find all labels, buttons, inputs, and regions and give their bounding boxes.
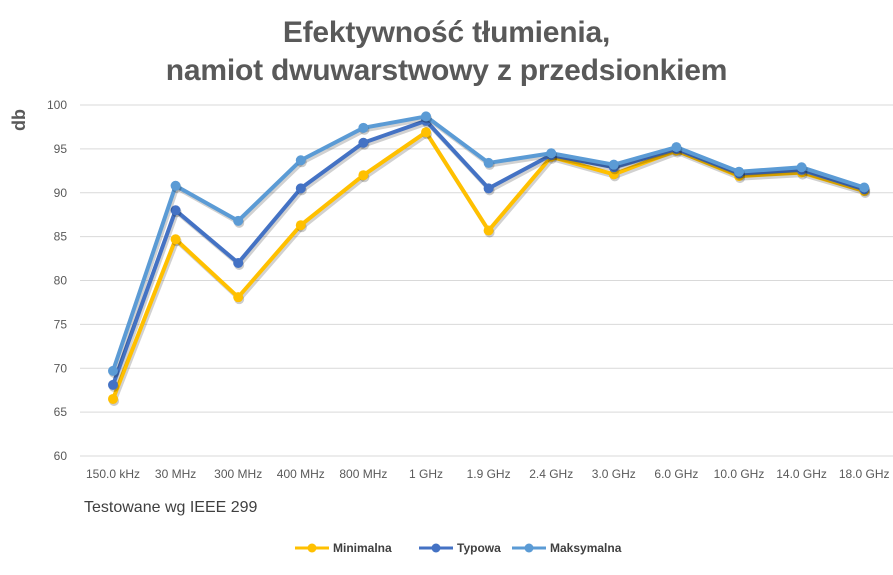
legend-label: Maksymalna xyxy=(550,541,622,555)
y-tick-label: 65 xyxy=(54,405,68,419)
data-point xyxy=(421,127,431,138)
data-point xyxy=(421,111,431,122)
test-standard-note: Testowane wg IEEE 299 xyxy=(84,499,258,516)
legend-marker xyxy=(524,543,534,553)
legend-label: Typowa xyxy=(457,541,501,555)
data-point xyxy=(108,379,118,390)
x-tick-label: 1 GHz xyxy=(409,467,443,481)
data-point xyxy=(358,137,369,148)
x-tick-label: 1.9 GHz xyxy=(467,467,511,481)
data-point xyxy=(233,292,244,303)
data-point xyxy=(358,122,369,133)
legend-marker xyxy=(431,543,441,553)
data-point xyxy=(483,157,494,168)
x-tick-label: 6.0 GHz xyxy=(654,467,698,481)
x-tick-label: 2.4 GHz xyxy=(529,467,573,481)
legend-marker xyxy=(307,543,317,553)
x-tick-label: 3.0 GHz xyxy=(592,467,636,481)
chart-title-line-1: Efektywność tłumienia, xyxy=(282,16,611,49)
y-tick-label: 70 xyxy=(54,361,68,375)
data-point xyxy=(358,170,369,181)
x-tick-label: 10.0 GHz xyxy=(714,467,765,481)
data-point xyxy=(796,162,807,173)
x-tick-label: 14.0 GHz xyxy=(776,467,827,481)
data-point xyxy=(546,148,557,159)
y-tick-label: 90 xyxy=(54,186,68,200)
data-point xyxy=(170,180,181,191)
y-tick-label: 60 xyxy=(54,449,68,463)
y-tick-label: 100 xyxy=(47,98,67,112)
x-tick-label: 300 MHz xyxy=(214,467,262,481)
data-point xyxy=(608,169,619,180)
y-tick-label: 85 xyxy=(54,230,68,244)
data-point xyxy=(295,220,306,231)
series-line-shadow xyxy=(112,116,868,376)
data-point xyxy=(671,142,682,153)
data-point xyxy=(295,183,306,194)
data-point xyxy=(108,365,118,376)
data-point xyxy=(734,166,744,177)
x-tick-label: 30 MHz xyxy=(155,467,196,481)
y-tick-label: 80 xyxy=(54,274,68,288)
data-point xyxy=(233,215,244,226)
data-point xyxy=(170,234,181,245)
data-point xyxy=(233,257,244,268)
x-tick-label: 800 MHz xyxy=(339,467,387,481)
x-tick-label: 400 MHz xyxy=(277,467,325,481)
y-tick-label: 95 xyxy=(54,142,68,156)
data-point xyxy=(483,225,494,236)
legend-label: Minimalna xyxy=(333,541,392,555)
data-point xyxy=(859,182,870,193)
chart-title-line-2: namiot dwuwarstwowy z przedsionkiem xyxy=(165,54,728,87)
chart-title: Efektywność tłumienia, namiot dwuwarstwo… xyxy=(0,14,893,90)
data-point xyxy=(295,155,306,166)
data-point xyxy=(608,159,619,170)
x-tick-label: 18.0 GHz xyxy=(839,467,890,481)
data-point xyxy=(483,183,494,194)
y-tick-label: 75 xyxy=(54,317,68,331)
x-tick-label: 150.0 kHz xyxy=(86,467,140,481)
data-point xyxy=(170,205,181,216)
data-point xyxy=(108,393,118,404)
series-line xyxy=(111,114,867,373)
